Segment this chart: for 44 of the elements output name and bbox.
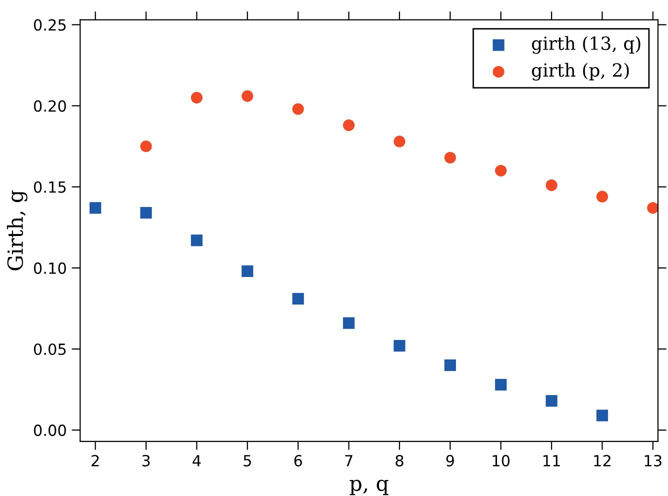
point	[242, 265, 254, 277]
x-tick-label: 12	[594, 454, 610, 466]
point	[292, 103, 304, 115]
x-tick-label: 11	[543, 455, 560, 466]
point	[546, 179, 558, 192]
x-tick-label: 9	[446, 454, 454, 466]
y-tick-label: 0.10	[34, 262, 66, 274]
legend-label: girth (13, q)	[532, 36, 640, 54]
point	[546, 395, 558, 407]
y-tick-label: 0.20	[34, 100, 66, 112]
point	[242, 90, 254, 102]
y-tick-label: 0.15	[34, 181, 66, 193]
point	[495, 164, 507, 176]
point	[444, 152, 456, 164]
point	[140, 140, 152, 152]
y-axis-title: Girth, g	[6, 190, 28, 270]
x-axis-title: p, q	[350, 480, 388, 496]
point	[342, 119, 355, 132]
x-tick-label: 2	[92, 454, 99, 466]
point	[495, 378, 507, 390]
point	[596, 190, 608, 202]
point	[394, 340, 406, 352]
y-tick-label: 0.25	[34, 19, 66, 31]
point	[596, 410, 608, 422]
x-tick-label: 3	[142, 454, 150, 466]
y-tick-label: 0.00	[34, 424, 66, 436]
x-tick-label: 7	[345, 455, 352, 466]
x-tick-label: 6	[294, 454, 302, 466]
y-tick-label: 0.05	[34, 343, 66, 356]
point	[190, 234, 203, 246]
x-tick-label: 4	[192, 455, 201, 466]
x-tick-label: 13	[644, 454, 662, 466]
legend-label: girth (p, 2)	[532, 62, 629, 81]
point	[140, 206, 152, 219]
point	[292, 292, 304, 305]
point	[394, 136, 406, 148]
point	[647, 202, 658, 214]
x-tick-label: 8	[396, 454, 404, 466]
point	[342, 317, 355, 329]
x-tick-label: 10	[492, 454, 510, 466]
point	[444, 359, 456, 372]
point	[90, 202, 102, 214]
x-tick-label: 5	[244, 455, 251, 466]
point	[190, 92, 203, 104]
